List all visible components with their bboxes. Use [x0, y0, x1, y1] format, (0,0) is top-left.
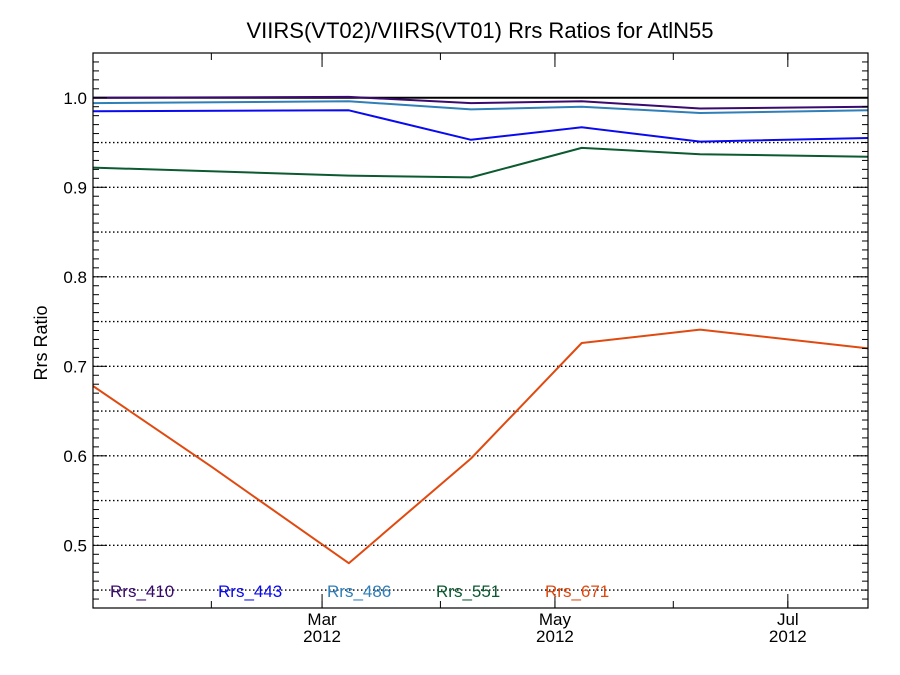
y-axis-label: Rrs Ratio	[31, 305, 51, 380]
series-lines	[92, 95, 869, 565]
plot-frame	[92, 52, 869, 609]
x-tick-month: May	[539, 610, 572, 629]
legend-item-rrs-410: Rrs_410	[110, 582, 174, 601]
legend-item-rrs-551: Rrs_551	[436, 582, 500, 601]
y-tick-label: 1.0	[63, 89, 87, 108]
x-tick-year: 2012	[769, 627, 807, 646]
legend-item-rrs-443: Rrs_443	[218, 582, 282, 601]
y-tick-label: 0.9	[63, 178, 87, 197]
x-tick-month: Jul	[777, 610, 799, 629]
chart-title: VIIRS(VT02)/VIIRS(VT01) Rrs Ratios for A…	[246, 18, 713, 43]
series-line-rrs-671	[92, 328, 869, 565]
y-tick-label: 0.6	[63, 447, 87, 466]
series-line-rrs-486	[92, 100, 869, 114]
x-tick-month: Mar	[307, 610, 337, 629]
series-line-rrs-551	[92, 146, 869, 179]
y-tick-label: 0.5	[63, 536, 87, 555]
y-tick-label: 0.7	[63, 357, 87, 376]
series-line-rrs-443	[92, 109, 869, 143]
x-tick-year: 2012	[536, 627, 574, 646]
legend: Rrs_410 Rrs_443 Rrs_486 Rrs_551 Rrs_671	[110, 582, 609, 601]
legend-item-rrs-671: Rrs_671	[545, 582, 609, 601]
legend-item-rrs-486: Rrs_486	[327, 582, 391, 601]
y-tick-label: 0.8	[63, 268, 87, 287]
series-line-rrs-410	[92, 95, 869, 110]
x-tick-year: 2012	[303, 627, 341, 646]
